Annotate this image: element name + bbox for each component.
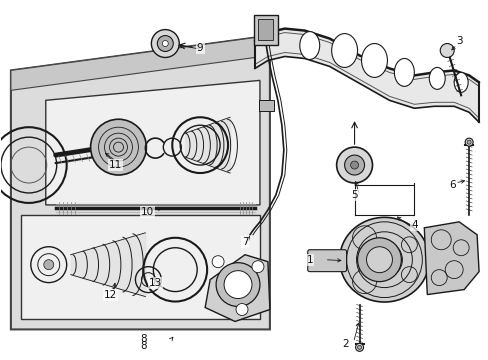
Text: 2: 2: [342, 339, 348, 349]
Circle shape: [157, 36, 173, 51]
Circle shape: [236, 303, 247, 315]
FancyBboxPatch shape: [307, 250, 346, 272]
Text: 3: 3: [455, 36, 462, 46]
Polygon shape: [46, 80, 260, 205]
Text: 8: 8: [140, 334, 146, 345]
Circle shape: [357, 345, 361, 349]
FancyBboxPatch shape: [259, 100, 274, 111]
Text: 7: 7: [241, 237, 248, 247]
Text: 13: 13: [148, 278, 162, 288]
Circle shape: [350, 161, 358, 169]
Circle shape: [439, 44, 453, 58]
Circle shape: [44, 260, 54, 270]
Circle shape: [224, 271, 251, 298]
Circle shape: [151, 30, 179, 58]
Text: 6: 6: [448, 180, 455, 190]
Text: 1: 1: [306, 255, 312, 265]
Ellipse shape: [331, 33, 357, 67]
Circle shape: [464, 138, 472, 146]
Ellipse shape: [453, 72, 467, 92]
Text: 9: 9: [197, 42, 203, 53]
Circle shape: [344, 155, 364, 175]
Circle shape: [357, 238, 401, 282]
Text: 11: 11: [109, 160, 122, 170]
Ellipse shape: [428, 67, 444, 89]
Text: 5: 5: [350, 190, 357, 200]
Circle shape: [336, 147, 372, 183]
Ellipse shape: [299, 32, 319, 59]
Circle shape: [216, 263, 260, 306]
Circle shape: [366, 247, 392, 273]
FancyBboxPatch shape: [258, 19, 273, 40]
Text: 4: 4: [410, 220, 417, 230]
Ellipse shape: [394, 58, 413, 86]
Polygon shape: [11, 36, 269, 329]
Circle shape: [90, 119, 146, 175]
Text: 8: 8: [140, 341, 146, 351]
Polygon shape: [205, 255, 269, 321]
Circle shape: [251, 261, 264, 273]
Polygon shape: [424, 222, 478, 294]
Text: 10: 10: [141, 207, 154, 217]
Circle shape: [355, 343, 363, 351]
Circle shape: [466, 140, 470, 144]
PathPatch shape: [254, 28, 478, 122]
Polygon shape: [11, 36, 269, 90]
Circle shape: [162, 41, 168, 46]
Circle shape: [212, 256, 224, 268]
Ellipse shape: [361, 44, 386, 77]
Ellipse shape: [339, 217, 428, 302]
Polygon shape: [21, 215, 260, 319]
FancyBboxPatch shape: [253, 15, 277, 45]
Text: 12: 12: [103, 289, 117, 300]
